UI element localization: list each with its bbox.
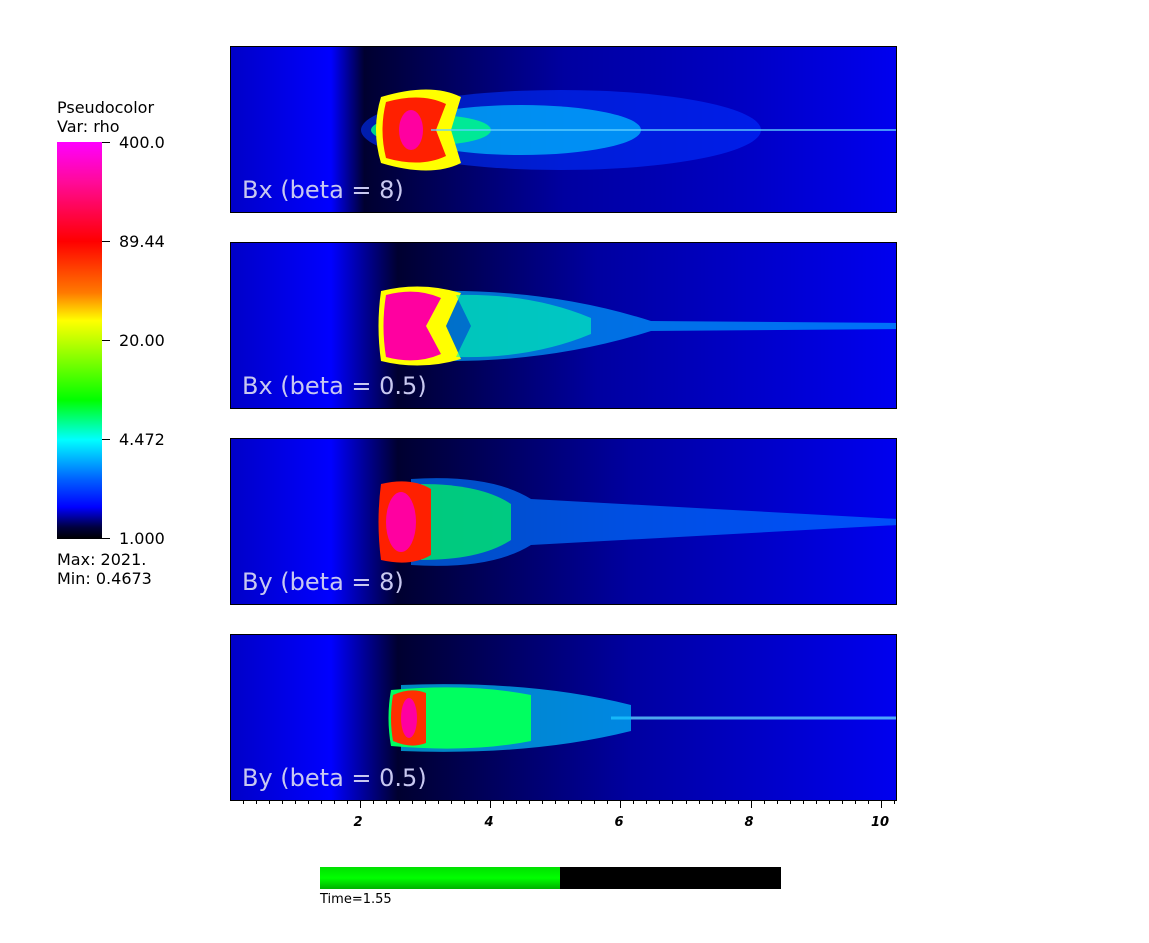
x-minor-tick — [737, 800, 739, 804]
x-minor-tick — [516, 800, 518, 804]
legend-plot-type: Pseudocolor — [57, 98, 155, 117]
x-minor-tick — [503, 800, 505, 804]
x-minor-tick — [854, 800, 856, 804]
colorbar-label: 20.00 — [119, 331, 165, 350]
x-minor-tick — [776, 800, 778, 804]
x-minor-tick — [659, 800, 661, 804]
x-minor-tick — [425, 800, 427, 804]
time-progress-bar — [320, 867, 781, 889]
x-minor-tick — [724, 800, 726, 804]
x-minor-tick — [555, 800, 557, 804]
x-minor-tick — [594, 800, 596, 804]
x-minor-tick — [347, 800, 349, 804]
colorbar-label: 89.44 — [119, 232, 165, 251]
x-minor-tick — [308, 800, 310, 804]
x-minor-tick — [867, 800, 869, 804]
x-minor-tick — [607, 800, 609, 804]
colorbar-tick — [102, 142, 110, 143]
x-minor-tick — [529, 800, 531, 804]
density-plot — [231, 243, 896, 408]
density-plot — [231, 635, 896, 800]
x-minor-tick — [542, 800, 544, 804]
x-minor-tick — [243, 800, 244, 804]
density-panel-by-beta05: By (beta = 0.5) — [230, 634, 897, 801]
x-minor-tick — [646, 800, 648, 804]
x-major-tick — [880, 800, 882, 808]
x-major-tick — [360, 800, 362, 808]
x-tick-label: 4 — [484, 815, 494, 830]
x-tick-label: 6 — [614, 815, 624, 830]
x-major-tick — [750, 800, 752, 808]
panel-label: By (beta = 0.5) — [242, 764, 427, 792]
x-tick-label: 8 — [744, 815, 754, 830]
legend-variable: Var: rho — [57, 117, 120, 136]
x-minor-tick — [685, 800, 687, 804]
x-minor-tick — [633, 800, 635, 804]
x-minor-tick — [295, 800, 297, 804]
x-tick-label: 2 — [353, 815, 363, 830]
x-minor-tick — [477, 800, 479, 804]
legend-title: Pseudocolor Var: rho — [57, 98, 154, 136]
x-major-tick — [490, 800, 492, 808]
x-minor-tick — [334, 800, 336, 804]
x-axis: 2 4 6 8 10 — [230, 800, 897, 840]
x-major-tick — [620, 800, 622, 808]
x-minor-tick — [581, 800, 583, 804]
colorbar-label-min: 1.000 — [119, 529, 165, 548]
x-minor-tick — [802, 800, 804, 804]
x-minor-tick — [568, 800, 570, 804]
colorbar-label: 4.472 — [119, 430, 165, 449]
legend-max: Max: 2021. — [57, 550, 147, 569]
x-minor-tick — [282, 800, 284, 804]
x-minor-tick — [412, 800, 414, 804]
x-minor-tick — [451, 800, 453, 804]
x-minor-tick — [828, 800, 830, 804]
colorbar-tick — [102, 439, 110, 440]
x-minor-tick — [256, 800, 258, 804]
colorbar-tick — [102, 340, 110, 341]
time-progress-fill — [320, 867, 560, 889]
panel-label: Bx (beta = 8) — [242, 176, 404, 204]
colorbar-tick — [102, 241, 110, 242]
x-minor-tick — [698, 800, 700, 804]
x-tick-label: 10 — [870, 815, 890, 830]
x-minor-tick — [269, 800, 271, 804]
time-label: Time=1.55 — [320, 892, 392, 907]
x-minor-tick — [789, 800, 791, 804]
panel-label: By (beta = 8) — [242, 568, 404, 596]
x-minor-tick — [464, 800, 466, 804]
x-minor-tick — [399, 800, 401, 804]
x-minor-tick — [893, 800, 895, 804]
x-minor-tick — [815, 800, 817, 804]
density-plot — [231, 47, 896, 212]
x-minor-tick — [386, 800, 388, 804]
x-minor-tick — [841, 800, 843, 804]
density-panel-bx-beta8: Bx (beta = 8) — [230, 46, 897, 213]
density-panel-bx-beta05: Bx (beta = 0.5) — [230, 242, 897, 409]
colorbar — [57, 142, 102, 539]
density-plot — [231, 439, 896, 604]
colorbar-tick — [102, 538, 110, 539]
density-panel-by-beta8: By (beta = 8) — [230, 438, 897, 605]
panel-label: Bx (beta = 0.5) — [242, 372, 427, 400]
x-minor-tick — [672, 800, 674, 804]
legend-min: Min: 0.4673 — [57, 569, 152, 588]
x-minor-tick — [321, 800, 323, 804]
colorbar-label-max: 400.0 — [119, 133, 165, 152]
x-axis-line — [230, 800, 897, 801]
x-minor-tick — [438, 800, 440, 804]
x-minor-tick — [763, 800, 765, 804]
x-minor-tick — [373, 800, 375, 804]
x-minor-tick — [711, 800, 713, 804]
